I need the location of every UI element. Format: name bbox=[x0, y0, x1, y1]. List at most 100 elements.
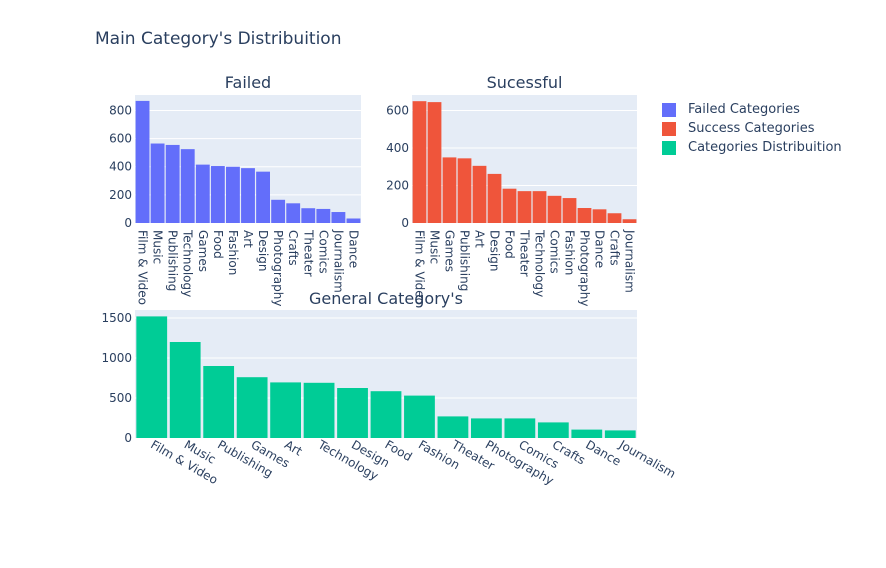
x-tick-label: Food bbox=[211, 230, 225, 259]
legend-swatch-success bbox=[662, 121, 676, 136]
bar-failed bbox=[241, 168, 255, 223]
y-tick-label: 400 bbox=[386, 141, 409, 155]
legend-item-distribution[interactable]: Categories Distribuition bbox=[662, 138, 842, 157]
bar-success bbox=[502, 188, 517, 223]
y-tick-label: 0 bbox=[124, 431, 132, 445]
bar-general bbox=[437, 416, 469, 438]
x-tick-label: Publishing bbox=[166, 230, 180, 291]
subplot-title-success: Sucessful bbox=[487, 73, 563, 92]
x-tick-label: Journalism bbox=[616, 437, 678, 481]
bar-success bbox=[427, 102, 442, 223]
y-tick-label: 400 bbox=[109, 160, 132, 174]
bar-general bbox=[604, 430, 636, 438]
x-tick-label: Fashion bbox=[563, 230, 577, 275]
x-tick-label: Crafts bbox=[286, 230, 300, 266]
bar-general bbox=[571, 429, 603, 438]
y-tick-label: 1500 bbox=[101, 311, 132, 325]
x-tick-label: Comics bbox=[548, 230, 562, 274]
subplot-title-general: General Category's bbox=[309, 289, 463, 308]
bar-success bbox=[472, 165, 487, 223]
bar-general bbox=[404, 395, 435, 438]
x-tick-label: Theater bbox=[301, 229, 315, 277]
bar-general bbox=[337, 388, 368, 438]
bar-general bbox=[471, 418, 502, 438]
y-tick-label: 0 bbox=[124, 216, 132, 230]
bar-success bbox=[487, 173, 502, 223]
x-tick-label: Food bbox=[503, 230, 517, 259]
bar-general bbox=[136, 316, 168, 438]
x-tick-label: Publishing bbox=[458, 230, 472, 291]
x-tick-label: Comics bbox=[316, 230, 330, 274]
legend-label-distribution: Categories Distribuition bbox=[688, 140, 842, 155]
chart-title: Main Category's Distribuition bbox=[95, 29, 341, 49]
x-tick-label: Crafts bbox=[608, 230, 622, 266]
legend[interactable]: Failed Categories Success Categories Cat… bbox=[662, 100, 842, 157]
legend-label-success: Success Categories bbox=[688, 121, 815, 136]
bar-success bbox=[442, 157, 457, 223]
legend-item-failed[interactable]: Failed Categories bbox=[662, 100, 842, 119]
y-tick-label: 800 bbox=[109, 103, 132, 117]
bar-failed bbox=[316, 208, 331, 223]
subplot-success: 0 200 400 600 Film & Video Music Games Publishi… bbox=[386, 73, 637, 306]
legend-item-success[interactable]: Success Categories bbox=[662, 119, 842, 138]
bar-success bbox=[457, 158, 472, 223]
x-tick-label: Art bbox=[241, 230, 255, 248]
bar-success bbox=[562, 198, 577, 223]
subplot-failed: 0 200 400 600 800 Film & Video Music Publishing… bbox=[109, 73, 361, 306]
bar-success bbox=[547, 195, 562, 223]
x-tick-label: Games bbox=[196, 230, 210, 272]
x-tick-label: Design bbox=[256, 230, 270, 271]
y-tick-label: 1000 bbox=[101, 351, 132, 365]
x-tick-label: Theater bbox=[518, 229, 532, 277]
bar-failed bbox=[256, 171, 270, 223]
x-tick-label: Film & Video bbox=[413, 230, 427, 305]
x-tick-label: Music bbox=[428, 230, 442, 264]
x-tick-label: Photography bbox=[271, 230, 285, 306]
legend-label-failed: Failed Categories bbox=[688, 102, 800, 117]
x-tick-label: Journalism bbox=[331, 229, 345, 293]
bar-general bbox=[370, 391, 402, 438]
y-tick-label: 200 bbox=[109, 188, 132, 202]
bar-success bbox=[622, 219, 637, 223]
bar-failed bbox=[346, 218, 361, 223]
bar-failed bbox=[135, 100, 150, 223]
x-tick-label: Fashion bbox=[226, 230, 240, 275]
bar-success bbox=[577, 208, 592, 223]
bar-failed bbox=[226, 166, 240, 223]
bar-failed bbox=[165, 144, 180, 223]
x-tick-label: Photography bbox=[578, 230, 592, 306]
bar-general bbox=[270, 382, 301, 438]
bar-failed bbox=[331, 212, 346, 223]
bar-general bbox=[236, 377, 268, 438]
y-tick-label: 0 bbox=[401, 216, 409, 230]
x-tick-label: Technology bbox=[533, 229, 547, 297]
y-tick-label: 500 bbox=[109, 391, 132, 405]
y-tick-label: 600 bbox=[109, 132, 132, 146]
bar-failed bbox=[301, 208, 316, 223]
y-tick-label: 600 bbox=[386, 104, 409, 118]
bar-failed bbox=[195, 164, 210, 223]
bar-failed bbox=[210, 166, 225, 223]
bar-success bbox=[517, 191, 532, 223]
legend-swatch-distribution bbox=[662, 140, 676, 155]
bar-general bbox=[169, 342, 201, 438]
x-tick-label: Games bbox=[443, 230, 457, 272]
bar-general bbox=[537, 422, 569, 438]
subplot-title-failed: Failed bbox=[225, 73, 271, 92]
bar-failed bbox=[271, 199, 286, 223]
bar-failed bbox=[150, 143, 165, 223]
bar-success bbox=[412, 101, 427, 223]
x-tick-label: Music bbox=[151, 230, 165, 264]
bar-success bbox=[532, 191, 547, 223]
bar-failed bbox=[286, 203, 301, 223]
x-tick-label: Film & Video bbox=[136, 230, 150, 305]
legend-swatch-failed bbox=[662, 102, 676, 117]
bar-success bbox=[607, 213, 622, 223]
bar-success bbox=[592, 209, 607, 223]
x-tick-label: Technology bbox=[181, 229, 195, 297]
x-tick-label: Art bbox=[473, 230, 487, 248]
bar-general bbox=[504, 418, 536, 438]
